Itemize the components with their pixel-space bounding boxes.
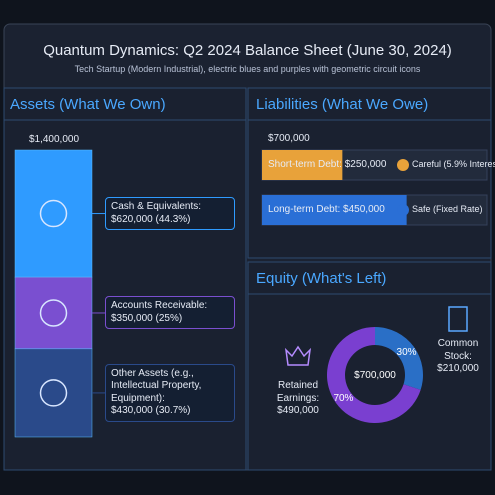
bar-label-part: Short-term Debt: bbox=[268, 159, 342, 170]
bar-note: Careful (5.9% Interest) bbox=[412, 159, 495, 169]
slice-label: Retained Earnings: $490,000 bbox=[268, 380, 328, 418]
bar-label-part: $250,000 bbox=[344, 159, 387, 170]
segment-label-part: $350,000 (25%) bbox=[111, 312, 183, 324]
bar bbox=[262, 150, 343, 180]
percent-label: 70% bbox=[333, 393, 353, 404]
bar-note: Safe (Fixed Rate) bbox=[412, 204, 483, 214]
subtitle: Tech Startup (Modern Industrial), electr… bbox=[74, 64, 421, 74]
slice-label-part: Retained Earnings: bbox=[276, 380, 320, 404]
segment-label-part: Other Assets (e.g., Intellectual Propert… bbox=[111, 367, 202, 404]
total-label: $1,400,000 bbox=[28, 134, 80, 145]
percent-label: 30% bbox=[397, 347, 417, 358]
slice-label-part: Common Stock: bbox=[437, 338, 479, 362]
panel-title: Assets (What We Own) bbox=[10, 96, 166, 113]
segment-label-part: $430,000 (30.7%) bbox=[111, 405, 191, 417]
segment-label-part: Cash & Equivalents: bbox=[111, 201, 202, 213]
icon bbox=[397, 204, 409, 216]
segment-label: Cash & Equivalents: $620,000 (44.3%) bbox=[105, 197, 235, 231]
equity-panel bbox=[247, 261, 492, 471]
segment-label-part: Accounts Receivable: bbox=[111, 300, 208, 312]
bar bbox=[262, 195, 407, 225]
bar-segment bbox=[14, 149, 93, 278]
icon bbox=[284, 345, 312, 366]
segment-label: Accounts Receivable: $350,000 (25%) bbox=[105, 296, 235, 330]
center-label: $700,000 bbox=[354, 370, 396, 381]
donut-slice bbox=[375, 327, 424, 390]
icon bbox=[39, 299, 68, 327]
title: Quantum Dynamics: Q2 2024 Balance Sheet … bbox=[43, 42, 452, 59]
bar-label: Long-term Debt: $450,000 bbox=[268, 204, 385, 217]
donut-slice bbox=[327, 327, 421, 423]
panel-title: Equity (What's Left) bbox=[256, 270, 387, 287]
panel-title: Liabilities (What We Owe) bbox=[256, 96, 429, 113]
bar-segment bbox=[14, 348, 93, 438]
slice-label: Common Stock: $210,000 bbox=[423, 338, 493, 376]
bar-segment bbox=[14, 276, 93, 350]
icon bbox=[397, 159, 409, 171]
segment-label: Other Assets (e.g., Intellectual Propert… bbox=[105, 363, 235, 422]
bar-label-part: Long-term Debt: bbox=[268, 204, 341, 215]
icon bbox=[39, 379, 68, 407]
segment-label-part: $620,000 (44.3%) bbox=[111, 213, 191, 225]
slice-label-part: $490,000 bbox=[277, 405, 319, 416]
icon bbox=[448, 306, 468, 332]
icon bbox=[39, 199, 68, 228]
bar-label-part: $450,000 bbox=[343, 204, 385, 215]
slice-label-part: $210,000 bbox=[437, 363, 479, 374]
total-label: $700,000 bbox=[268, 133, 310, 144]
bar-label: Short-term Debt: $250,000 bbox=[268, 159, 386, 172]
